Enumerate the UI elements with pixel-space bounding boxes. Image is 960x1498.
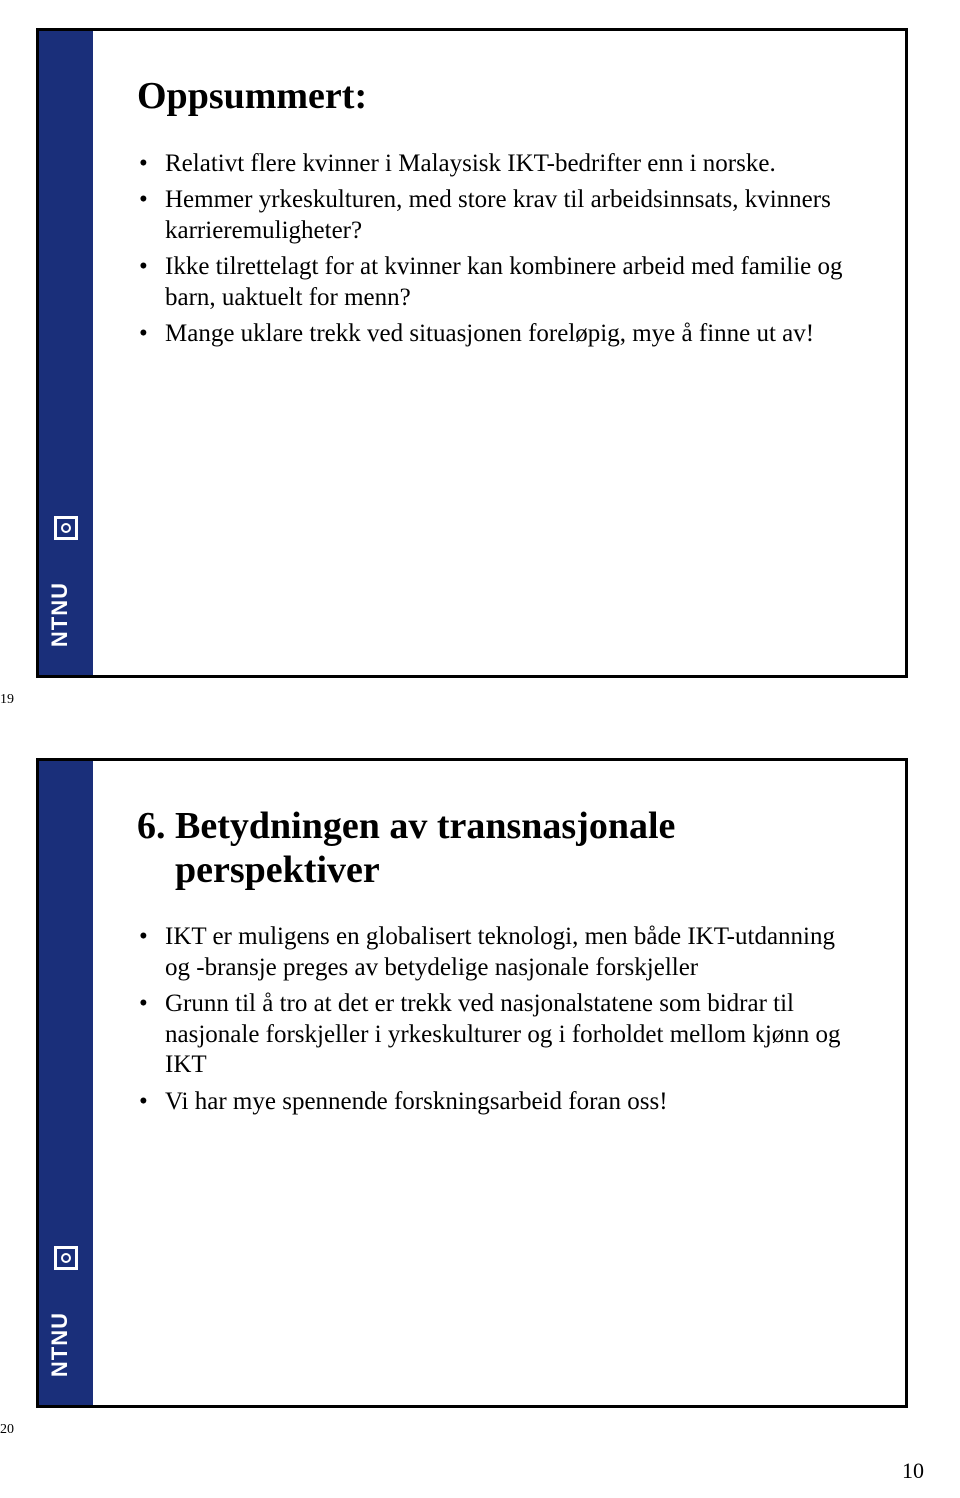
- slide-number: 20: [0, 1422, 14, 1438]
- ntnu-logo: NTNU: [47, 582, 73, 647]
- slide-1: NTNU Oppsummert: Relativt flere kvinner …: [36, 28, 908, 678]
- ntnu-logo-text: NTNU: [47, 582, 73, 647]
- list-item: Vi har mye spennende forskningsarbeid fo…: [137, 1087, 845, 1118]
- list-item: Ikke tilrettelagt for at kvinner kan kom…: [137, 252, 845, 313]
- brand-bar: NTNU: [39, 31, 93, 675]
- ntnu-logo: NTNU: [47, 1312, 73, 1377]
- ntnu-logo-icon: [54, 516, 78, 540]
- ntnu-logo-text: NTNU: [47, 1312, 73, 1377]
- list-item: IKT er muligens en globalisert teknologi…: [137, 922, 845, 983]
- slide-2: NTNU 6. Betydningen av transnasjonale pe…: [36, 758, 908, 1408]
- page-number: 10: [902, 1458, 924, 1484]
- slide-content: 6. Betydningen av transnasjonale perspek…: [137, 805, 845, 1123]
- slide-title: 6. Betydningen av transnasjonale perspek…: [137, 805, 845, 892]
- list-item: Grunn til å tro at det er trekk ved nasj…: [137, 989, 845, 1081]
- list-item: Mange uklare trekk ved situasjonen forel…: [137, 319, 845, 350]
- brand-bar: NTNU: [39, 761, 93, 1405]
- slide-title: Oppsummert:: [137, 75, 845, 119]
- bullet-list: IKT er muligens en globalisert teknologi…: [137, 922, 845, 1117]
- ntnu-logo-inner-icon: [61, 1253, 71, 1263]
- slide-number: 19: [0, 692, 14, 708]
- slide-content: Oppsummert: Relativt flere kvinner i Mal…: [137, 75, 845, 356]
- ntnu-logo-icon: [54, 1246, 78, 1270]
- list-item: Hemmer yrkeskulturen, med store krav til…: [137, 185, 845, 246]
- list-item: Relativt flere kvinner i Malaysisk IKT-b…: [137, 149, 845, 180]
- ntnu-logo-inner-icon: [61, 523, 71, 533]
- bullet-list: Relativt flere kvinner i Malaysisk IKT-b…: [137, 149, 845, 350]
